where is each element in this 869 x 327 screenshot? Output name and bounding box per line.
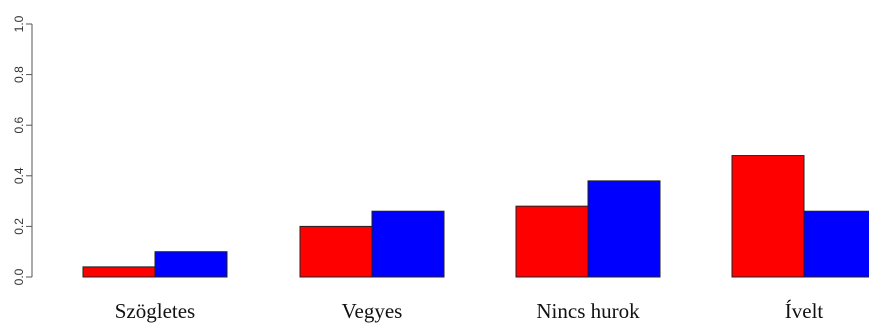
category-label: Szögletes	[115, 299, 195, 323]
bars	[82, 155, 869, 278]
y-tick-label: 0.0	[12, 268, 26, 285]
y-tick-label: 1.0	[12, 15, 26, 32]
category-label: Ívelt	[785, 299, 824, 323]
y-axis: 0.0 0.2 0.4 0.6 0.8 1.0	[12, 15, 33, 285]
bar-red-1	[299, 225, 373, 278]
y-tick-label: 0.6	[12, 117, 26, 134]
category-label: Nincs hurok	[536, 299, 640, 323]
y-tick-label: 0.2	[12, 218, 26, 235]
bar-red-0	[82, 266, 156, 278]
bar-blue-3	[803, 210, 869, 278]
bar-blue-2	[587, 180, 661, 278]
bar-blue-0	[154, 251, 228, 278]
y-tick-label: 0.4	[12, 167, 26, 184]
bar-red-2	[515, 205, 589, 278]
x-axis-labels: Szögletes Vegyes Nincs hurok Ívelt	[115, 299, 824, 323]
bar-blue-1	[371, 210, 445, 278]
category-label: Vegyes	[342, 299, 403, 323]
bar-red-3	[731, 155, 805, 278]
y-tick-label: 0.8	[12, 66, 26, 83]
